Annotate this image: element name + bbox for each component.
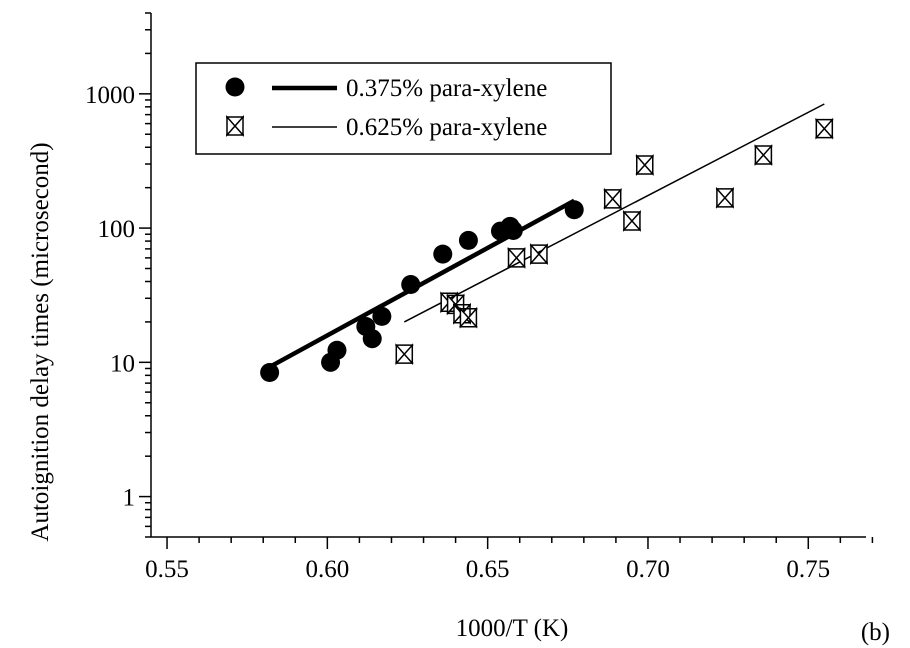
data-point-series-1 (372, 306, 392, 326)
data-point-series-1 (260, 362, 280, 382)
data-point-series-2 (715, 186, 734, 209)
legend-box (195, 62, 612, 155)
data-markers (260, 117, 834, 382)
axes (139, 12, 874, 549)
y-tick-label: 1000 (85, 82, 135, 109)
x-tick-label: 0.65 (466, 556, 510, 583)
data-point-series-2 (603, 187, 622, 210)
x-axis-title: 1000/T (K) (456, 615, 569, 642)
y-tick-label: 1 (123, 485, 136, 512)
data-point-series-2 (754, 144, 773, 167)
data-point-series-1 (401, 274, 421, 294)
data-point-series-1 (433, 244, 453, 264)
x-tick-label: 0.55 (145, 556, 189, 583)
x-tick-label: 0.70 (626, 556, 670, 583)
y-tick-label: 10 (110, 350, 135, 377)
data-point-series-1 (503, 220, 523, 240)
data-point-series-2 (635, 154, 654, 176)
x-tick-label: 0.60 (305, 556, 349, 583)
legend-label-series-1: 0.375% para-xylene (346, 75, 547, 102)
x-tick-label: 0.75 (786, 556, 830, 583)
fit-line-series-2 (403, 103, 825, 323)
panel-label: (b) (861, 619, 890, 646)
data-point-series-2 (459, 306, 478, 329)
y-axis-title: Autoignition delay times (microsecond) (27, 142, 54, 541)
data-point-series-2 (529, 243, 548, 266)
tick-labels: 0.55 0.60 0.65 0.70 0.75 1 10 100 1000 (85, 82, 830, 583)
legend-marker-series-1 (225, 77, 245, 97)
legend-label-series-2: 0.625% para-xylene (346, 114, 547, 141)
legend: 0.375% para-xylene 0.625% para-xylene (195, 62, 612, 155)
data-point-series-2 (622, 209, 641, 232)
data-point-series-2 (815, 117, 834, 140)
y-tick-label: 100 (98, 216, 136, 243)
data-point-series-1 (458, 230, 478, 250)
legend-marker-series-2 (226, 115, 244, 137)
data-point-series-2 (395, 343, 414, 366)
data-point-series-1 (564, 200, 584, 220)
data-point-series-1 (327, 340, 347, 360)
data-point-series-1 (362, 329, 382, 349)
data-point-series-2 (507, 246, 526, 269)
